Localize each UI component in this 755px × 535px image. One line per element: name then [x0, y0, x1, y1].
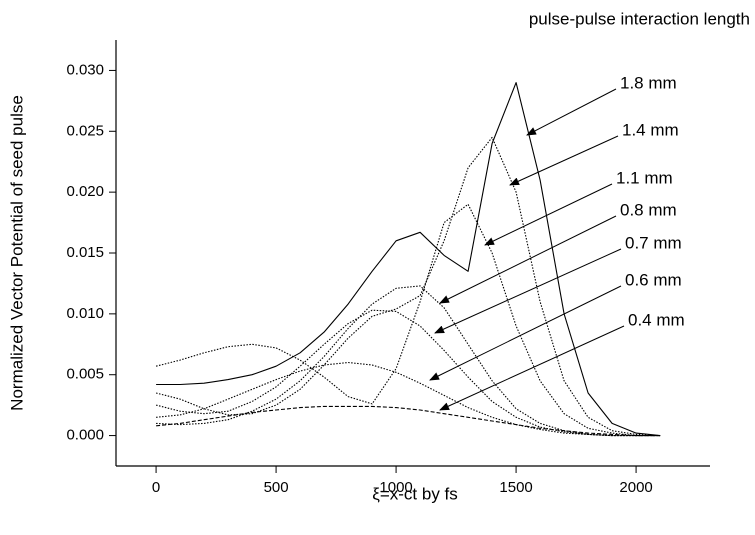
legend-label: 1.1 mm [616, 168, 673, 187]
legend-label: 0.4 mm [628, 310, 685, 329]
legend-label: 1.4 mm [622, 120, 679, 139]
series-line [156, 82, 661, 437]
x-tick-label: 1500 [499, 479, 532, 496]
y-tick-label: 0.015 [66, 244, 104, 261]
y-tick-label: 0.005 [66, 366, 104, 383]
legend-label: 0.6 mm [625, 270, 682, 289]
annotation-arrow [509, 135, 619, 186]
annotation-arrow [484, 183, 613, 246]
x-tick-label: 2000 [619, 479, 652, 496]
x-axis-label: ξ=x-ct by fs [372, 484, 458, 503]
x-tick-label: 500 [264, 479, 289, 496]
y-tick-label: 0.030 [66, 61, 104, 78]
annotation-arrow [429, 285, 622, 381]
x-tick-label: 0 [152, 479, 160, 496]
y-tick-label: 0.020 [66, 183, 104, 200]
series-line [156, 361, 661, 437]
annotation-arrow [526, 88, 617, 136]
series-line [155, 136, 661, 437]
series-line [156, 285, 661, 437]
y-tick-label: 0.025 [66, 122, 104, 139]
annotation-arrow [434, 248, 622, 334]
legend-label: 0.8 mm [620, 200, 677, 219]
series-line [155, 203, 661, 437]
chart-title: pulse-pulse interaction length [529, 9, 750, 28]
y-tick-label: 0.010 [66, 305, 104, 322]
y-tick-label: 0.000 [66, 427, 104, 444]
x-tick-label: 1000 [379, 479, 412, 496]
annotation-arrow [439, 325, 625, 411]
annotation-arrow [439, 215, 617, 304]
series-line [156, 405, 661, 437]
series-line [155, 309, 661, 437]
legend-label: 1.8 mm [620, 73, 677, 92]
legend-label: 0.7 mm [625, 233, 682, 252]
y-axis-label: Normalized Vector Potential of seed puls… [7, 95, 26, 411]
